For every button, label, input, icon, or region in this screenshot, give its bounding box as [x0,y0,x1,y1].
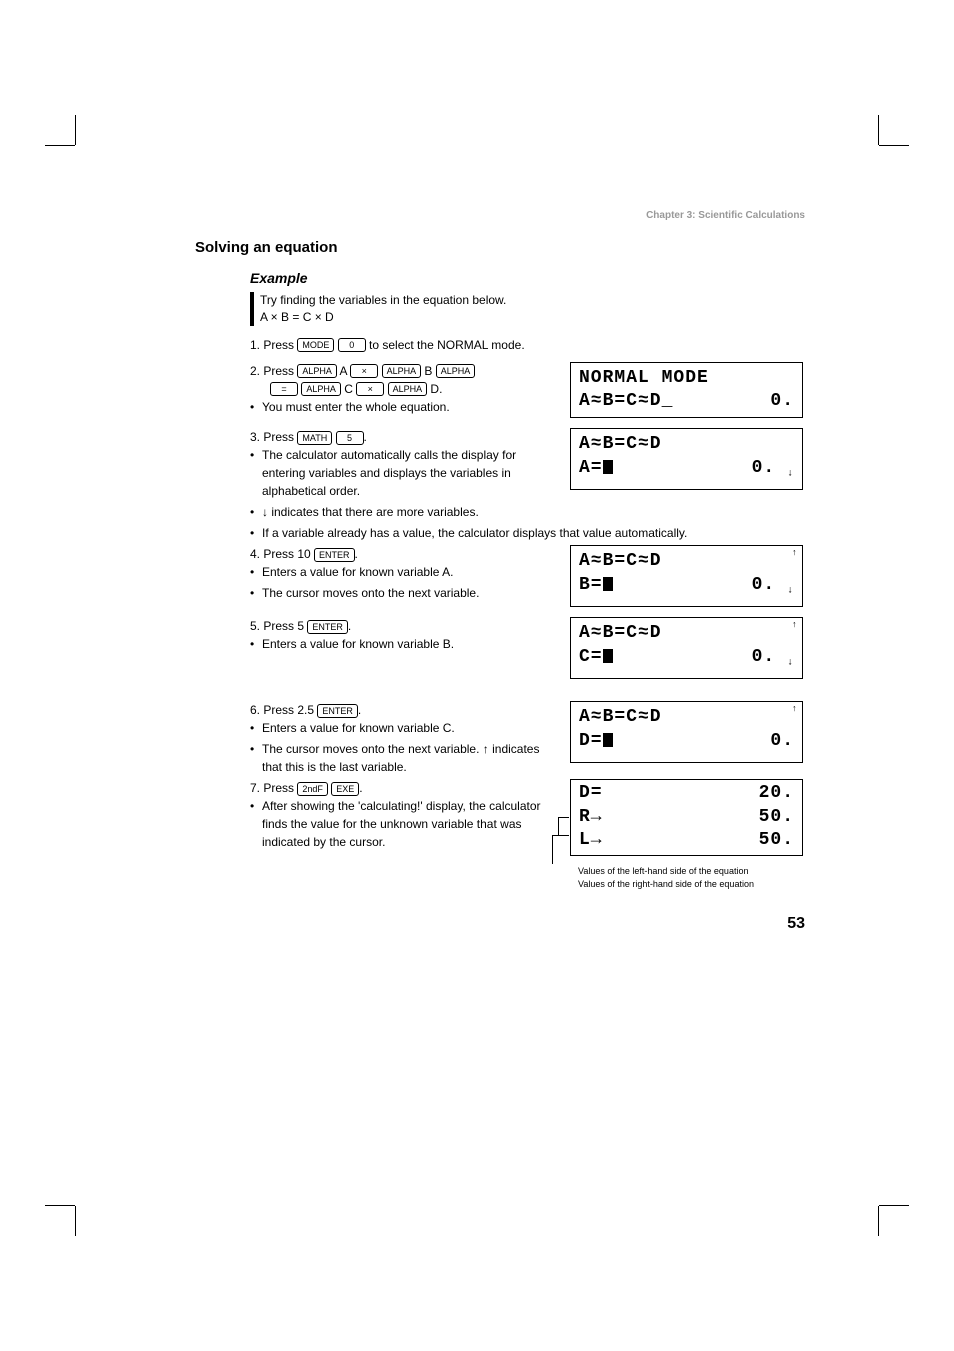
lcd1-right: 0. [770,390,794,413]
key-2ndf: 2ndF [297,782,328,796]
lcd5-left: D= [579,731,603,751]
key-exe: EXE [331,782,359,796]
step6-b2: •The cursor moves onto the next variable… [250,740,560,776]
lcd6-l2-right: 50. [759,806,794,829]
step1-suffix: to select the NORMAL mode. [366,338,525,352]
up-arrow-icon: ↑ [792,620,798,632]
key-math: MATH [297,431,332,445]
lcd2-left: A= [579,458,603,478]
key-enter: ENTER [314,548,355,562]
lcd1-line1: NORMAL MODE [579,367,709,390]
lcd2-right: 0. [752,458,776,478]
cursor-icon [603,577,613,591]
step5-prefix: 5. Press 5 [250,619,307,633]
cursor-icon [603,649,613,663]
key-alpha: ALPHA [297,364,337,378]
key-mult: × [356,382,384,396]
cursor-icon [603,733,613,747]
step1-prefix: 1. Press [250,338,297,352]
lcd6-l1-left: D= [579,782,603,805]
lcd4-right: 0. [752,647,776,667]
step5-suffix: . [348,619,351,633]
step4-b2: •The cursor moves onto the next variable… [250,584,560,602]
step4-prefix: 4. Press 10 [250,547,314,561]
footnote2: Values of the right-hand side of the equ… [578,879,805,891]
key-0: 0 [338,338,366,352]
chapter-header: Chapter 3: Scientific Calculations [195,210,805,221]
step3-b3: •If a variable already has a value, the … [250,524,805,542]
example-line1: Try finding the variables in the equatio… [260,292,805,309]
step3-b2: •↓ indicates that there are more variabl… [250,503,805,521]
key-5: 5 [336,431,364,445]
example-line2: A × B = C × D [260,309,805,326]
step3-prefix: 3. Press [250,430,297,444]
step7-prefix: 7. Press [250,781,297,795]
page-number: 53 [787,915,805,933]
lcd-display-6: D= 20. R→ 50. L→ 50. [570,779,803,855]
page-content: Chapter 3: Scientific Calculations Solvi… [195,210,805,891]
key-mult: × [350,364,378,378]
lcd6-l1-right: 20. [759,782,794,805]
lcd2-line1: A≈B=C≈D [579,433,662,456]
step2-prefix: 2. Press [250,364,297,378]
lcd-display-3: ↑ A≈B=C≈D B=0. ↓ [570,545,803,607]
section-title: Solving an equation [195,239,805,256]
lcd5-line1: A≈B=C≈D [579,706,662,729]
lcd5-right: 0. [770,730,794,753]
lcd-display-4: ↑ A≈B=C≈D C=0. ↓ [570,617,803,679]
key-alpha: ALPHA [301,382,341,396]
example-title: Example [250,270,805,286]
lcd3-right: 0. [752,575,776,595]
cursor-icon [603,460,613,474]
step7-suffix: . [359,781,362,795]
up-arrow-icon: ↑ [792,704,798,716]
key-enter: ENTER [317,704,358,718]
text-b: B [421,364,436,378]
lcd4-line1: A≈B=C≈D [579,622,662,645]
step6-suffix: . [358,703,361,717]
step6-prefix: 6. Press 2.5 [250,703,317,717]
step5-b1: •Enters a value for known variable B. [250,635,560,653]
step3: 3. Press MATH 5. [250,428,560,446]
key-alpha: ALPHA [388,382,428,396]
step3-b1: •The calculator automatically calls the … [250,446,560,500]
key-alpha: ALPHA [382,364,422,378]
text-c: C [341,382,356,396]
lcd-display-1: NORMAL MODE A≈B=C≈D_ 0. [570,362,803,419]
lcd-display-5: ↑ A≈B=C≈D D= 0. [570,701,803,763]
lcd6-l3-left: L→ [579,829,603,852]
step6-b1: •Enters a value for known variable C. [250,719,560,737]
lcd1-left: A≈B=C≈D_ [579,390,673,413]
step4-b1: •Enters a value for known variable A. [250,563,560,581]
step5: 5. Press 5 ENTER. [250,617,560,635]
bracket-icon [552,835,569,864]
step3-suffix: . [364,430,367,444]
footnote1: Values of the left-hand side of the equa… [578,866,805,878]
lcd6-l2-left: R→ [579,806,603,829]
step1: 1. Press MODE 0 to select the NORMAL mod… [250,336,805,354]
step2: 2. Press ALPHA A × ALPHA B ALPHA = ALPHA… [250,362,560,398]
lcd6-l3-right: 50. [759,829,794,852]
text-a: A [337,364,350,378]
text-d: D. [427,382,442,396]
step7: 7. Press 2ndF EXE. [250,779,560,797]
lcd-display-2: A≈B=C≈D A=0. ↓ [570,428,803,490]
key-alpha: ALPHA [436,364,476,378]
step4: 4. Press 10 ENTER. [250,545,560,563]
lcd4-left: C= [579,647,603,667]
step6: 6. Press 2.5 ENTER. [250,701,560,719]
key-enter: ENTER [307,620,348,634]
lcd3-left: B= [579,575,603,595]
key-eq: = [270,382,298,396]
bracket-icon [558,817,569,836]
step4-suffix: . [355,547,358,561]
step7-b1: •After showing the 'calculating!' displa… [250,797,560,851]
key-mode: MODE [297,338,334,352]
step2-bullet: •You must enter the whole equation. [250,398,560,416]
up-arrow-icon: ↑ [792,548,798,560]
lcd3-line1: A≈B=C≈D [579,550,662,573]
example-block: Try finding the variables in the equatio… [250,292,805,326]
